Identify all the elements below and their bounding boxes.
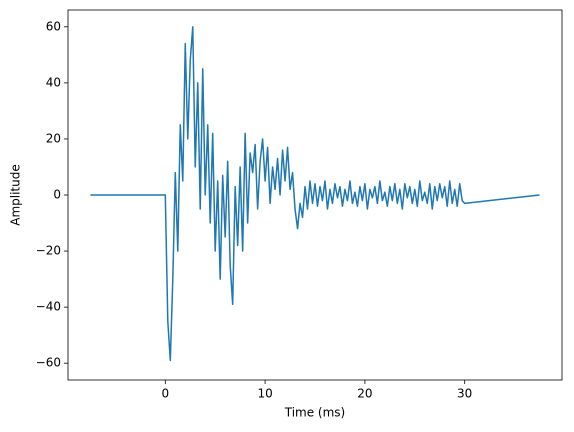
x-axis-label: Time (ms) — [284, 406, 346, 420]
y-tick-label: −40 — [36, 300, 61, 314]
y-tick-label: 20 — [46, 131, 61, 145]
y-tick-label: 0 — [53, 188, 61, 202]
x-tick-label: 0 — [161, 387, 169, 401]
y-tick-label: −60 — [36, 356, 61, 370]
y-tick-label: −20 — [36, 244, 61, 258]
plot-frame — [67, 9, 563, 381]
y-tick-label: 60 — [46, 19, 61, 33]
line-series — [90, 26, 540, 362]
x-tick-label: 10 — [257, 387, 272, 401]
y-tick-label: 40 — [46, 75, 61, 89]
y-axis-label: Amplitude — [9, 164, 23, 226]
x-tick-label: 30 — [457, 387, 472, 401]
x-tick-label: 20 — [357, 387, 372, 401]
